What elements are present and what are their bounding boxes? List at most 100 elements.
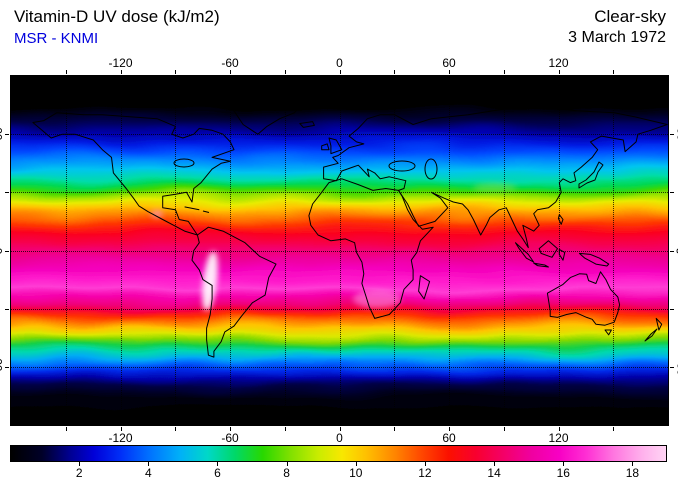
lon-tick-label: -60 bbox=[221, 431, 239, 445]
coastline-cuba bbox=[184, 206, 210, 213]
axis-tick-left bbox=[5, 366, 9, 368]
colorbar-tick-label: 6 bbox=[214, 466, 221, 480]
colorbar-tick bbox=[632, 462, 634, 466]
colorbar-tick-label: 8 bbox=[283, 466, 290, 480]
colorbar-tick-label: 10 bbox=[349, 466, 363, 480]
lon-tick-label: -120 bbox=[108, 56, 133, 70]
axis-tick-bottom bbox=[175, 427, 177, 431]
axis-tick-top bbox=[394, 70, 396, 74]
lat-tick-label: 60 bbox=[0, 127, 5, 141]
lon-tick-label: -60 bbox=[221, 56, 239, 70]
lon-tick-label: 120 bbox=[548, 431, 569, 445]
axis-tick-right bbox=[670, 366, 674, 368]
grid-line-lat bbox=[11, 134, 668, 136]
axis-tick-top bbox=[65, 70, 67, 74]
colorbar-tick-label: 18 bbox=[625, 466, 640, 480]
coastline-ireland bbox=[321, 143, 330, 151]
axis-tick-right bbox=[670, 308, 674, 310]
axis-tick-bottom bbox=[558, 427, 560, 431]
coastline-greenland bbox=[229, 89, 304, 135]
colorbar: 2 4 6 8 10 12 14 16 18 bbox=[10, 445, 667, 480]
axis-tick-left bbox=[5, 134, 9, 136]
figure-title: Vitamin-D UV dose (kJ/m2) bbox=[14, 7, 220, 26]
colorbar-tick-label: 2 bbox=[75, 466, 83, 480]
axis-tick-right bbox=[670, 134, 674, 136]
map-grid bbox=[5, 70, 674, 431]
axis-tick-top bbox=[558, 70, 560, 74]
grid-line-lat bbox=[11, 250, 668, 252]
coastline-new-zealand-north bbox=[655, 317, 663, 331]
lon-tick-label: -120 bbox=[108, 431, 133, 445]
coastline-new-guinea bbox=[578, 252, 610, 267]
coastline-south-america bbox=[191, 226, 277, 358]
grid-line-lat bbox=[11, 366, 668, 368]
lat-tick-label: 0 bbox=[674, 247, 678, 254]
condition-label: Clear-sky bbox=[594, 7, 666, 26]
axis-tick-bottom bbox=[613, 427, 615, 431]
colorbar-tick bbox=[79, 462, 81, 466]
coastline-japan bbox=[578, 161, 604, 189]
coastline-borneo bbox=[538, 240, 558, 258]
axis-tick-top bbox=[284, 70, 286, 74]
coastline-eurasia bbox=[323, 106, 668, 249]
mexico-highland-patch bbox=[151, 210, 163, 218]
coastline-iceland bbox=[299, 121, 315, 128]
axis-tick-top bbox=[120, 70, 122, 74]
coastlines bbox=[32, 89, 668, 358]
great-lakes-outline bbox=[173, 158, 195, 168]
axis-tick-left bbox=[5, 192, 9, 194]
colorbar-tick bbox=[563, 462, 565, 466]
grid-line-lat bbox=[11, 308, 668, 310]
axis-tick-left bbox=[5, 308, 9, 310]
coastline-tasmania bbox=[604, 329, 612, 336]
colorbar-tick bbox=[148, 462, 150, 466]
lon-tick-label: 60 bbox=[442, 56, 456, 70]
coastline-sumatra bbox=[515, 242, 535, 263]
colorbar-tick bbox=[494, 462, 496, 466]
axis-tick-left bbox=[5, 250, 9, 252]
coastline-new-zealand-south bbox=[644, 328, 658, 342]
andes-high-uv-patch bbox=[202, 251, 218, 311]
lon-tick-label: 60 bbox=[442, 431, 456, 445]
axis-tick-right bbox=[670, 250, 674, 252]
lat-tick-label: 0 bbox=[0, 247, 5, 254]
lon-tick-label: 0 bbox=[336, 431, 343, 445]
source-label: MSR - KNMI bbox=[14, 30, 99, 47]
axis-tick-top bbox=[449, 70, 450, 74]
colorbar-tick-label: 4 bbox=[144, 466, 152, 480]
coastline-java bbox=[533, 262, 549, 268]
coastline-north-america bbox=[32, 112, 235, 236]
grid-line-lat bbox=[11, 192, 668, 194]
axis-tick-bottom bbox=[120, 427, 122, 431]
axis-tick-top bbox=[175, 70, 177, 74]
colorbar-tick bbox=[217, 462, 219, 466]
colorbar-tick-label: 14 bbox=[487, 466, 501, 480]
black-sea-outline bbox=[388, 160, 416, 172]
axis-tick-top bbox=[503, 70, 505, 74]
axis-tick-bottom bbox=[394, 427, 396, 431]
axis-tick-right bbox=[670, 192, 674, 194]
axis-tick-bottom bbox=[449, 427, 450, 431]
lon-tick-label: 120 bbox=[548, 56, 569, 70]
axis-tick-top bbox=[339, 70, 341, 74]
lat-tick-label: 60 bbox=[674, 127, 678, 141]
axis-tick-bottom bbox=[503, 427, 505, 431]
axis-tick-bottom bbox=[284, 427, 286, 431]
lat-tick-label: -60 bbox=[674, 358, 678, 376]
colorbar-gradient bbox=[10, 445, 667, 462]
axis-tick-bottom bbox=[65, 427, 67, 431]
axis-tick-top bbox=[613, 70, 615, 74]
colorbar-tick bbox=[424, 462, 426, 466]
world-map: -120 -60 0 60 120 -120 -60 0 60 120 60 0… bbox=[0, 56, 678, 445]
lat-tick-label: -60 bbox=[0, 358, 5, 376]
tibet-patch bbox=[473, 183, 517, 193]
axis-tick-top bbox=[230, 70, 231, 74]
axis-tick-bottom bbox=[230, 427, 231, 431]
colorbar-tick-label: 16 bbox=[556, 466, 570, 480]
colorbar-tick-label: 12 bbox=[418, 466, 432, 480]
axis-tick-bottom bbox=[339, 427, 341, 431]
colorbar-tick bbox=[286, 462, 288, 466]
colorbar-tick bbox=[355, 462, 357, 466]
lon-tick-label: 0 bbox=[336, 56, 343, 70]
